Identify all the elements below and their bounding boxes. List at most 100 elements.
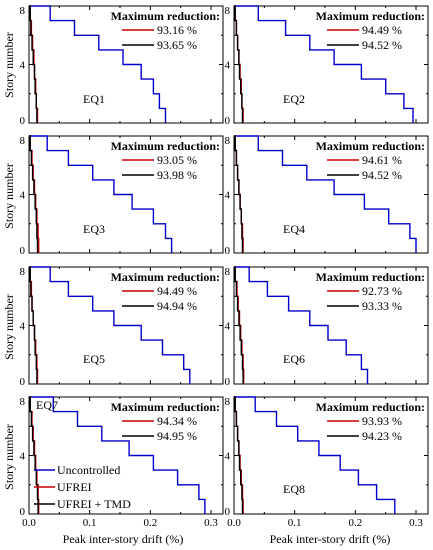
series-legend-label: UFREI + TMD — [57, 497, 131, 511]
reduction-value: 94.34 % — [157, 414, 197, 428]
reduction-legend-title: Maximum reduction: — [316, 9, 425, 23]
y-axis-title-row3: Story number — [2, 294, 16, 360]
panel-eq3: 0 4 8 Maximum reduction:93.05 %93.98 % EQ3 — [20, 135, 224, 257]
reduction-value: 93.93 % — [362, 414, 402, 428]
y-tick-label: 0 — [20, 115, 26, 127]
reduction-legend-title: Maximum reduction: — [111, 270, 220, 284]
x-tick-label: 0.0 — [227, 517, 241, 529]
panel-label: EQ3 — [83, 222, 105, 236]
series-uncontrolled — [29, 396, 206, 514]
reduction-value: 94.94 % — [157, 299, 197, 313]
series-ufrei-tmd — [234, 5, 244, 123]
series-uncontrolled — [29, 266, 191, 384]
reduction-value: 93.16 % — [157, 23, 197, 37]
reduction-legend-title: Maximum reduction: — [111, 400, 220, 414]
x-tick-label: 0.2 — [348, 517, 362, 529]
x-tick-label: 0.3 — [204, 517, 218, 529]
chart-panels: 048 Maximum reduction:93.16 %93.65 %EQ104… — [20, 5, 429, 529]
y-tick-label: 8 — [20, 135, 26, 147]
reduction-legend-title: Maximum reduction: — [111, 9, 220, 23]
x-tick-label: 0.1 — [288, 517, 302, 529]
panel-eq6: 0 4 8 Maximum reduction:92.73 %93.33 % EQ6 — [225, 266, 429, 388]
reduction-value: 93.05 % — [157, 153, 197, 167]
reduction-value: 94.49 % — [157, 284, 197, 298]
series-ufrei-tmd — [234, 396, 244, 514]
panel-eq5: 0 4 8 Maximum reduction:94.49 %94.94 % EQ5 — [20, 266, 224, 388]
series-ufrei-tmd — [29, 266, 38, 384]
reduction-value: 92.73 % — [362, 284, 402, 298]
reduction-value: 94.61 % — [362, 153, 402, 167]
y-tick-label: 8 — [225, 396, 231, 408]
reduction-value: 93.98 % — [157, 168, 197, 182]
reduction-value: 94.52 % — [362, 38, 402, 52]
series-ufrei-tmd — [29, 5, 38, 123]
series-ufrei-tmd — [29, 396, 39, 514]
panel-eq2: 0 4 8 Maximum reduction:94.49 %94.52 % EQ2 — [225, 5, 429, 127]
y-tick-label: 4 — [20, 190, 26, 202]
reduction-legend-title: Maximum reduction: — [111, 139, 220, 153]
panel-eq7: 0 4 8 0.0 0.1 0.2 0.3 Maximum reduction:94.34 %… — [20, 396, 224, 529]
y-tick-label: 4 — [20, 321, 26, 333]
panel-label: EQ7 — [36, 398, 58, 412]
series-ufrei-tmd — [234, 266, 244, 384]
series-uncontrolled — [234, 266, 369, 384]
x-tick-label: 0.3 — [409, 517, 423, 529]
x-axis-titles: Peak inter-story drift (%) Peak inter-st… — [63, 532, 391, 546]
y-tick-label: 0 — [225, 376, 231, 388]
x-tick-label: 0.2 — [143, 517, 157, 529]
y-tick-label: 4 — [20, 60, 26, 72]
reduction-value: 94.52 % — [362, 168, 402, 182]
reduction-value: 93.65 % — [157, 38, 197, 52]
reduction-legend-title: Maximum reduction: — [316, 270, 425, 284]
x-axis-title-left: Peak inter-story drift (%) — [63, 532, 184, 546]
panel-label: EQ5 — [83, 352, 105, 366]
series-legend: Uncontrolled UFREI UFREI + TMD — [34, 463, 131, 511]
y-tick-label: 4 — [225, 60, 231, 72]
x-axis-title-right: Peak inter-story drift (%) — [270, 532, 391, 546]
x-tick-label: 0.1 — [83, 517, 97, 529]
panel-eq4: 0 4 8 Maximum reduction:94.61 %94.52 % EQ4 — [225, 135, 429, 257]
y-tick-label: 0 — [20, 506, 26, 518]
series-legend-label: Uncontrolled — [57, 463, 120, 477]
x-tick-label: 0.0 — [22, 517, 36, 529]
y-tick-label: 8 — [20, 396, 26, 408]
series-ufrei-tmd — [234, 135, 244, 253]
reduction-value: 93.33 % — [362, 299, 402, 313]
series-uncontrolled — [234, 396, 396, 514]
panel-label: EQ6 — [283, 352, 305, 366]
y-tick-label: 4 — [20, 451, 26, 463]
reduction-value: 94.23 % — [362, 429, 402, 443]
reduction-value: 94.95 % — [157, 429, 197, 443]
y-axis-title-row4: Story number — [2, 424, 16, 490]
panel-eq1: 0 4 8 Maximum reduction:93.16 %93.65 % EQ1 — [20, 5, 224, 127]
y-tick-label: 4 — [225, 190, 231, 202]
series-uncontrolled — [29, 5, 167, 123]
series-uncontrolled — [234, 5, 414, 123]
y-tick-label: 4 — [225, 321, 231, 333]
reduction-legend-title: Maximum reduction: — [316, 400, 425, 414]
panel-eq8: 0 4 8 0.0 0.1 0.2 0.3 Maximum reduction:93.93 %… — [225, 396, 429, 529]
panel-label: EQ4 — [283, 222, 305, 236]
y-tick-label: 8 — [20, 266, 26, 278]
reduction-legend-title: Maximum reduction: — [316, 139, 425, 153]
series-uncontrolled — [234, 135, 417, 253]
y-axis-title-row1: Story number — [2, 32, 16, 98]
series-uncontrolled — [29, 135, 173, 253]
y-tick-label: 0 — [20, 376, 26, 388]
y-tick-label: 8 — [20, 5, 26, 17]
panel-label: EQ8 — [283, 482, 305, 496]
y-tick-label: 0 — [20, 245, 26, 257]
y-tick-label: 8 — [225, 5, 231, 17]
series-ufrei-tmd — [29, 135, 39, 253]
reduction-value: 94.49 % — [362, 23, 402, 37]
y-tick-label: 4 — [225, 451, 231, 463]
panel-label: EQ1 — [83, 92, 105, 106]
y-tick-label: 0 — [225, 506, 231, 518]
y-axis-title-row2: Story number — [2, 163, 16, 229]
panel-label: EQ2 — [283, 92, 305, 106]
series-legend-label: UFREI — [57, 480, 92, 494]
y-tick-label: 0 — [225, 115, 231, 127]
y-tick-label: 0 — [225, 245, 231, 257]
y-tick-label: 8 — [225, 135, 231, 147]
y-tick-label: 8 — [225, 266, 231, 278]
